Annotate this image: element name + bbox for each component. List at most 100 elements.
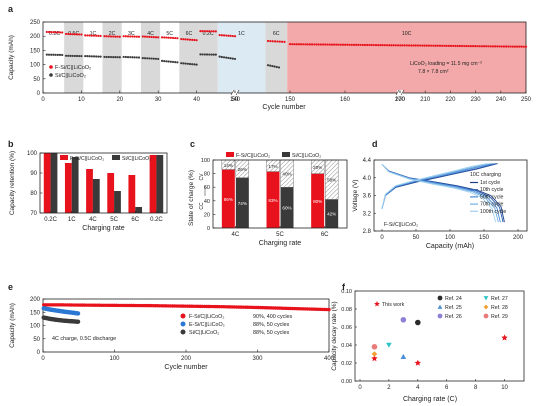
x-tick-label: 0.2C — [150, 217, 163, 223]
f-sic-point — [399, 44, 402, 47]
charge-curve — [381, 163, 488, 209]
f-sic-point — [520, 45, 523, 48]
f-sic-point — [84, 34, 87, 37]
x-tick-label: 210 — [420, 97, 431, 103]
y-tick-label: 0 — [37, 350, 41, 356]
sic-point — [180, 62, 183, 65]
sic-point — [58, 53, 62, 57]
y-tick-label: 40 — [204, 199, 210, 205]
sic-point — [203, 53, 206, 56]
sic-point — [188, 62, 192, 66]
legend-marker — [374, 301, 380, 307]
f-sic-point — [105, 35, 108, 38]
sic-point — [50, 53, 53, 56]
f-sic-point — [208, 30, 211, 33]
f-sic-point — [58, 31, 62, 34]
sic-point — [269, 64, 272, 67]
y-axis-label: Capacity (mAh) — [8, 35, 15, 80]
f-sic-point — [188, 38, 192, 41]
panel-c-letter: c — [190, 139, 195, 149]
sic-point — [67, 54, 70, 57]
sic-point — [266, 64, 270, 67]
y-tick-label: 200 — [30, 297, 41, 303]
rate-label: 3C — [128, 31, 135, 37]
f-sic-point — [401, 44, 404, 47]
f-sic-point — [494, 45, 497, 48]
sic-point — [135, 56, 138, 59]
y-tick-label: 0.00 — [341, 379, 352, 385]
f-sic-point — [205, 30, 209, 33]
legend-label-sic: Si/C||LiCoO₂ — [55, 73, 86, 79]
f-sic-point — [456, 44, 459, 48]
legend-note: 88%, 50 cycles — [253, 330, 290, 336]
sic-bar — [135, 207, 143, 213]
y-tick-label: 80 — [30, 191, 37, 197]
f-sic-point — [513, 45, 517, 48]
rate-band — [265, 22, 288, 93]
sic-point — [182, 62, 185, 65]
f-data-point — [414, 359, 422, 366]
legend-label: Ref. 29 — [491, 314, 508, 320]
discharge-curve — [381, 164, 497, 223]
legend-label: 100th cycle — [480, 209, 506, 215]
sic-point — [78, 54, 81, 58]
sic-point — [112, 55, 115, 59]
axis-break-mark — [235, 89, 240, 96]
f-sic-point — [408, 44, 411, 47]
dashed-border — [354, 290, 525, 382]
x-tick-label: 4 — [416, 385, 420, 391]
sic-point — [231, 57, 234, 60]
f-sic-point — [452, 44, 455, 48]
f-sic-point — [326, 43, 329, 46]
f-sic-point — [363, 43, 367, 47]
sic-point — [201, 53, 204, 56]
f-sic-point — [463, 44, 466, 48]
f-sic-cc-bar — [311, 173, 325, 228]
f-sic-point — [291, 43, 294, 46]
f-sic-point — [372, 43, 375, 47]
y-axis-label: Capacity (mAh) — [9, 303, 16, 348]
sic-bar — [156, 155, 164, 213]
x-tick-label: 40 — [193, 97, 200, 103]
f-sic-point — [430, 44, 433, 47]
y-tick-label: 0.02 — [341, 361, 352, 367]
f-sic-point — [99, 34, 102, 38]
f-sic-point — [176, 37, 179, 40]
x-axis-label: Cycle number — [262, 104, 306, 111]
f-sic-point — [88, 34, 91, 37]
f-sic-point — [107, 35, 110, 38]
f-sic-point — [344, 43, 347, 46]
f-sic-point — [143, 35, 147, 38]
f-sic-cc-bar — [221, 169, 235, 228]
cv-percent-label: 58% — [327, 178, 336, 183]
f-sic-point — [116, 35, 119, 38]
y-tick-label: 0.08 — [341, 307, 352, 313]
f-sic-point — [447, 44, 450, 47]
x-tick-label: 0.2C — [44, 217, 57, 223]
x-tick-label: 6C — [321, 232, 329, 238]
x-tick-label: 10 — [78, 97, 85, 103]
f-sic-point — [266, 39, 270, 43]
f-sic-point — [184, 38, 187, 41]
f-sic-point — [129, 35, 132, 38]
sic-point — [133, 56, 136, 59]
x-tick-label: 1C — [68, 217, 76, 223]
x-tick-label: 140 — [230, 97, 241, 103]
y-tick-label: 50 — [33, 337, 40, 343]
f-sic-point — [231, 34, 234, 38]
f-sic-point — [193, 38, 196, 42]
sic-point — [143, 57, 147, 60]
f-sic-point — [412, 44, 415, 47]
f-sic-point — [299, 43, 303, 46]
sic-point — [103, 55, 106, 59]
f-sic-point — [47, 30, 51, 34]
x-tick-label: 30 — [155, 97, 162, 103]
f-sic-point — [381, 44, 384, 47]
f-sic-point — [52, 31, 55, 34]
sic-point — [52, 53, 55, 56]
x-axis-label: Capacity (mAh) — [426, 243, 474, 250]
f-sic-point — [518, 45, 521, 48]
f-sic-point — [511, 45, 514, 48]
x-tick-label: 5C — [110, 217, 118, 223]
sic-point — [191, 63, 194, 66]
